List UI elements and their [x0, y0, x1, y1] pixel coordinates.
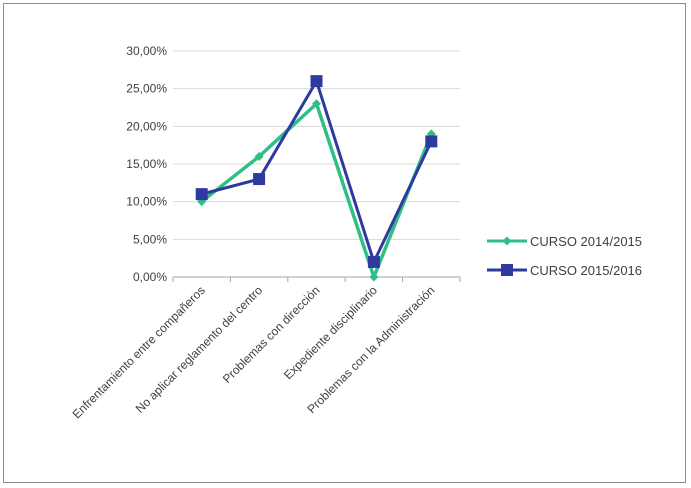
data-point-marker — [253, 173, 266, 186]
x-category-label: Problemas con dirección — [220, 283, 323, 386]
legend-swatch-marker — [501, 264, 513, 276]
x-category-label: Expediente disciplinario — [281, 283, 380, 382]
data-point-marker — [195, 188, 208, 201]
legend: CURSO 2014/2015 CURSO 2015/2016 — [487, 234, 642, 278]
legend-label: CURSO 2014/2015 — [530, 234, 642, 249]
y-tick-label: 30,00% — [126, 44, 167, 58]
y-tick-label: 20,00% — [126, 119, 167, 133]
series-line — [200, 101, 433, 279]
y-tick-label: 10,00% — [126, 195, 167, 209]
data-point-marker — [425, 135, 438, 148]
y-tick-label: 25,00% — [126, 82, 167, 96]
data-point-marker — [367, 255, 380, 268]
gridlines — [173, 50, 460, 240]
data-point-marker — [312, 99, 321, 109]
data-point-marker — [310, 75, 323, 88]
legend-item: CURSO 2015/2016 — [487, 263, 642, 278]
legend-label: CURSO 2015/2016 — [530, 263, 642, 278]
legend-swatch-marker — [502, 236, 512, 246]
y-tick-label: 15,00% — [126, 157, 167, 171]
y-tick-label: 5,00% — [133, 232, 167, 246]
series-layer — [195, 75, 438, 282]
data-point-marker — [369, 272, 379, 282]
legend-item: CURSO 2014/2015 — [487, 234, 642, 249]
series-1 — [197, 99, 436, 282]
x-category-label: Problemas con la Administración — [304, 283, 437, 416]
y-tick-label: 0,00% — [133, 270, 167, 284]
data-point-marker — [254, 151, 264, 161]
chart-frame — [3, 3, 686, 483]
series-2 — [195, 75, 438, 268]
y-axis-tick-labels: 0,00% 5,00% 10,00% 15,00% 20,00% 25,00% 30,00% — [126, 44, 167, 284]
x-axis-tick-marks — [172, 277, 461, 282]
